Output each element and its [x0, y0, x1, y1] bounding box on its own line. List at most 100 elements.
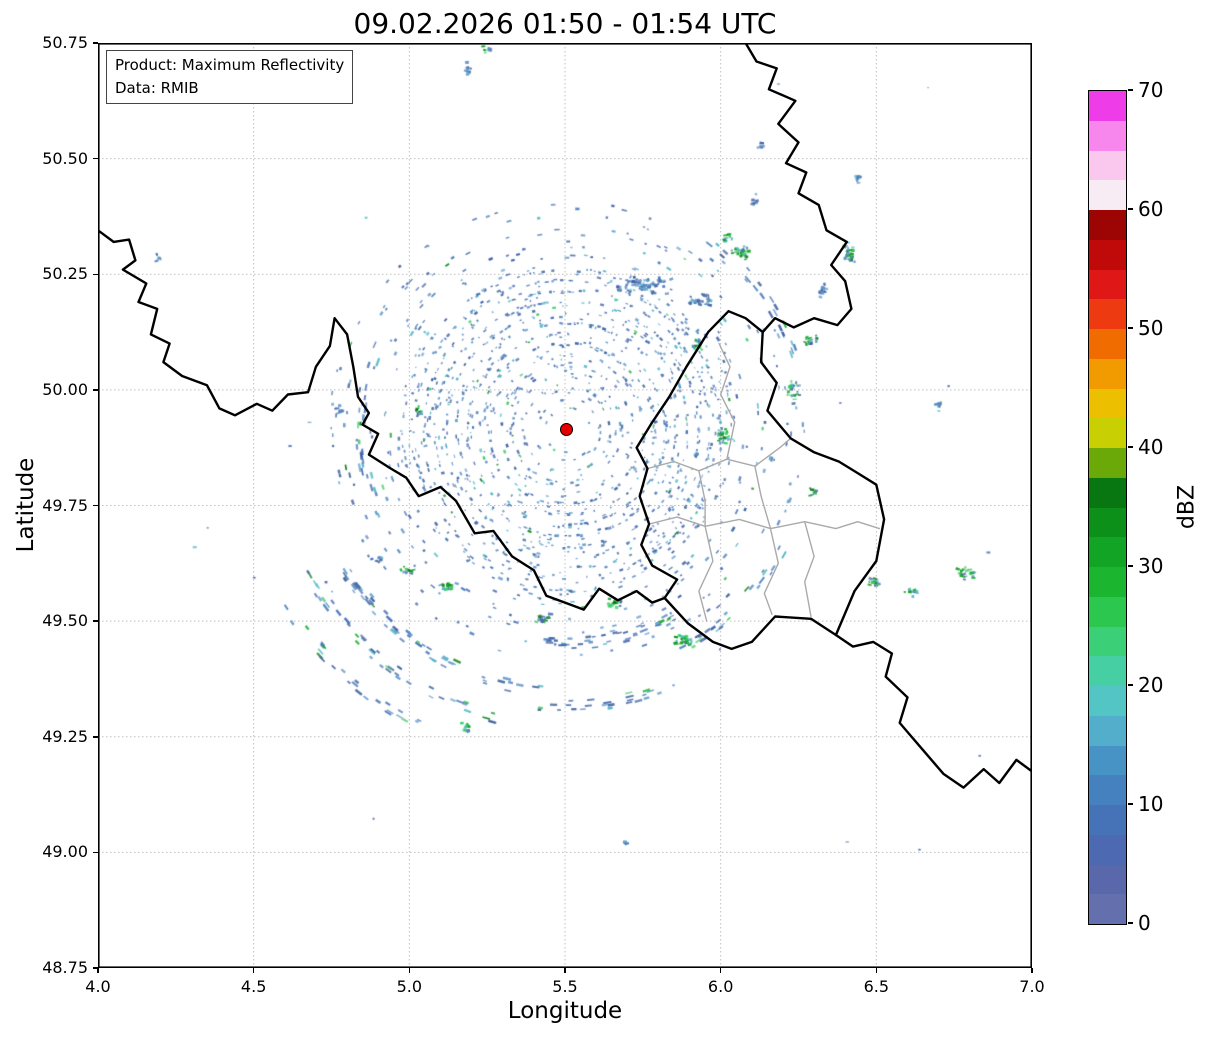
y-tick-label: 49.00: [42, 842, 88, 862]
colorbar-band: [1089, 655, 1126, 686]
country-border: [635, 310, 886, 651]
y-tick-mark: [93, 967, 98, 969]
colorbar-band: [1089, 209, 1126, 240]
colorbar-tick-label: 40: [1138, 435, 1164, 459]
y-tick-mark: [93, 851, 98, 854]
colorbar-band: [1089, 90, 1126, 121]
colorbar-tick-mark: [1128, 208, 1133, 210]
x-tick-mark: [875, 968, 878, 973]
radar-echo-layer: [98, 43, 1032, 968]
x-tick-mark: [97, 968, 99, 973]
plot-spine: [98, 43, 1032, 968]
region-border: [646, 437, 792, 472]
colorbar-unit-label: dBZ: [1174, 484, 1200, 529]
region-border: [754, 465, 772, 530]
colorbar-band: [1089, 417, 1126, 448]
colorbar-band: [1089, 150, 1126, 181]
colorbar-band: [1089, 358, 1126, 389]
region-border: [648, 516, 881, 530]
y-tick-label: 49.50: [42, 611, 88, 631]
colorbar-band: [1089, 864, 1126, 895]
y-tick-label: 49.25: [42, 726, 88, 746]
data-source-label: Data: RMIB: [115, 78, 199, 97]
x-tick-label: 4.0: [85, 977, 111, 996]
y-tick-mark: [93, 504, 98, 507]
colorbar-band: [1089, 388, 1126, 419]
colorbar-band: [1089, 626, 1126, 657]
x-tick-label: 6.0: [707, 977, 734, 996]
colorbar-tick-mark: [1128, 327, 1133, 329]
colorbar-band: [1089, 804, 1126, 835]
figure-title: 09.02.2026 01:50 - 01:54 UTC: [353, 7, 777, 40]
x-tick-label: 4.5: [240, 977, 267, 996]
country-border: [834, 633, 1032, 789]
colorbar-band: [1089, 745, 1126, 776]
colorbar-tick-label: 50: [1138, 316, 1164, 340]
product-info-box: Product: Maximum Reflectivity Data: RMIB: [106, 50, 354, 104]
colorbar-band: [1089, 179, 1126, 210]
colorbar-tick-label: 20: [1138, 673, 1164, 697]
x-tick-mark: [564, 968, 566, 973]
y-tick-mark: [93, 42, 98, 44]
colorbar-band: [1089, 447, 1126, 478]
y-tick-label: 48.75: [42, 958, 88, 977]
colorbar-band: [1089, 120, 1126, 151]
y-tick-label: 50.25: [42, 264, 88, 284]
map-plot-area: Product: Maximum Reflectivity Data: RMIB: [98, 43, 1032, 968]
colorbar-tick-label: 0: [1138, 911, 1151, 935]
x-tick-mark: [408, 968, 411, 973]
colorbar-band: [1089, 596, 1126, 627]
colorbar-tick-mark: [1128, 803, 1133, 805]
colorbar-tick-label: 30: [1138, 554, 1164, 578]
colorbar: [1088, 90, 1127, 925]
colorbar-tick-mark: [1128, 684, 1133, 686]
x-tick-label: 5.5: [552, 977, 578, 996]
country-border: [98, 229, 666, 611]
colorbar-band: [1089, 298, 1126, 329]
map-borders-layer: [98, 43, 1032, 968]
y-tick-label: 50.75: [42, 33, 88, 52]
colorbar-tick-mark: [1128, 565, 1133, 567]
region-border: [804, 521, 815, 618]
colorbar-band: [1089, 893, 1126, 924]
colorbar-band: [1089, 834, 1126, 865]
colorbar-band: [1089, 507, 1126, 538]
region-border: [698, 470, 706, 527]
y-tick-mark: [93, 736, 98, 738]
radar-site-marker: [559, 422, 573, 436]
colorbar-band: [1089, 774, 1126, 805]
region-border: [698, 525, 714, 622]
colorbar-tick-mark: [1128, 922, 1133, 924]
colorbar-tick-mark: [1128, 446, 1133, 448]
colorbar-tick-label: 60: [1138, 197, 1164, 221]
y-tick-label: 50.50: [42, 148, 88, 168]
product-label: Product: Maximum Reflectivity: [115, 56, 345, 74]
colorbar-band: [1089, 566, 1126, 597]
y-tick-mark: [93, 620, 98, 622]
y-tick-mark: [93, 389, 98, 391]
colorbar-band: [1089, 239, 1126, 270]
y-tick-label: 50.00: [42, 379, 88, 399]
y-tick-mark: [93, 273, 98, 275]
colorbar-band: [1089, 685, 1126, 716]
x-tick-mark: [252, 968, 255, 973]
y-tick-mark: [93, 157, 98, 160]
colorbar-band: [1089, 269, 1126, 300]
region-border: [763, 527, 779, 615]
colorbar-band: [1089, 477, 1126, 508]
x-tick-label: 7.0: [1019, 977, 1045, 996]
colorbar-tick-mark: [1128, 89, 1133, 91]
colorbar-band: [1089, 536, 1126, 567]
colorbar-tick-label: 70: [1138, 78, 1164, 102]
colorbar-band: [1089, 715, 1126, 746]
colorbar-band: [1089, 328, 1126, 359]
y-tick-label: 49.75: [42, 495, 88, 515]
country-border: [744, 43, 853, 334]
x-tick-label: 5.0: [396, 977, 423, 996]
x-axis-label: Longitude: [507, 998, 623, 1024]
x-tick-label: 6.5: [863, 977, 890, 996]
x-tick-mark: [1031, 968, 1033, 973]
colorbar-tick-label: 10: [1138, 792, 1164, 816]
x-tick-mark: [719, 968, 722, 973]
